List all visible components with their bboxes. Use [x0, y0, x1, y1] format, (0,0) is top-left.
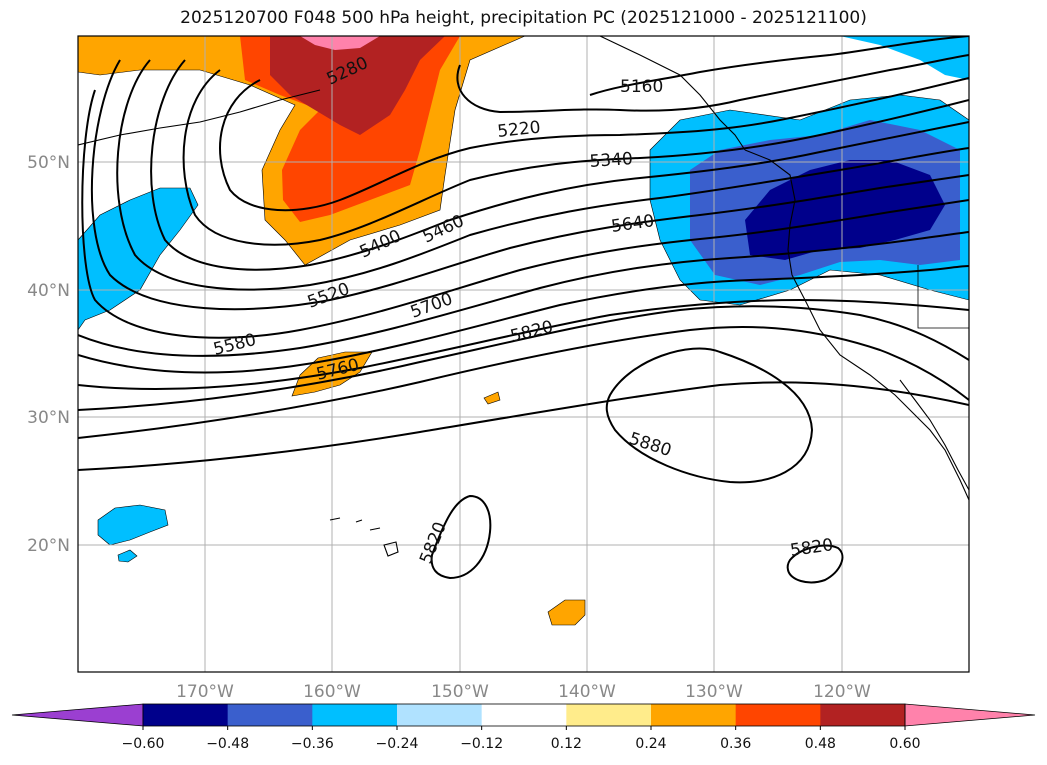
- colorbar-extend-low: [11, 703, 144, 727]
- precip-positive-tiny-orange: [547, 599, 586, 626]
- precip-negative-sw: [97, 504, 169, 546]
- lon-label: 170°W: [176, 682, 234, 702]
- lon-label: 160°W: [303, 682, 361, 702]
- contour-5160: [589, 36, 969, 96]
- page-title: 2025120700 F048 500 hPa height, precipit…: [180, 8, 867, 28]
- precip-negative-light-ne: [840, 36, 969, 80]
- state-border: [917, 265, 969, 329]
- lat-label: 30°N: [27, 408, 70, 428]
- contour-5280: [219, 77, 969, 212]
- contour-5640: [78, 231, 969, 357]
- colorbar-swatch: [312, 704, 398, 726]
- contour-5520: [90, 59, 969, 311]
- map-panel: 5160 5220 5340 5280 5400 5460 5520 5580 …: [78, 36, 969, 672]
- coast-bc: [744, 149, 796, 276]
- colorbar-tick-label: 0.48: [805, 736, 836, 752]
- contour-label: 5340: [589, 149, 634, 172]
- colorbar: −0.60 −0.48 −0.36 −0.24 −0.12 0.12 0.24 0.36 0.4…: [11, 703, 1036, 752]
- coast-hawaii: [329, 517, 399, 557]
- contour-5880: [605, 347, 814, 484]
- contour-5700: [78, 265, 969, 374]
- precip-positive-dark: [270, 36, 445, 135]
- colorbar-swatch: [143, 704, 229, 726]
- colorbar-tick-label: 0.12: [551, 736, 582, 752]
- colorbar-tick-label: −0.12: [460, 736, 503, 752]
- contour-south-edge: [78, 381, 969, 471]
- lon-label: 130°W: [685, 682, 743, 702]
- contour-5580: [81, 89, 969, 339]
- contour-5400: [150, 59, 969, 271]
- colorbar-swatch: [227, 704, 313, 726]
- contour-5820-loop-w: [430, 494, 492, 580]
- contour-5820-main: [78, 305, 969, 411]
- colorbar-swatch: [397, 704, 483, 726]
- precip-negative-sw-dot: [117, 549, 138, 563]
- lon-label: 140°W: [558, 682, 616, 702]
- contour-5820-loop-e: [786, 544, 844, 584]
- colorbar-swatch: [481, 704, 567, 726]
- colorbar-swatch: [566, 704, 652, 726]
- height-contours: [78, 36, 969, 584]
- precip-positive-pink: [300, 36, 380, 50]
- lat-label: 40°N: [27, 281, 70, 301]
- colorbar-swatch: [735, 704, 821, 726]
- coast-california: [791, 274, 969, 501]
- coast-baja: [899, 379, 969, 491]
- colorbar-tick-label: 0.36: [720, 736, 751, 752]
- contour-label: 5220: [496, 118, 541, 142]
- colorbar-tick-label: 0.60: [889, 736, 920, 752]
- colorbar-tick-label: −0.48: [206, 736, 249, 752]
- contour-5220: [456, 54, 969, 114]
- colorbar-extend-high: [904, 703, 1036, 727]
- colorbar-frame: [142, 703, 906, 727]
- lon-label: 150°W: [431, 682, 489, 702]
- colorbar-swatch: [820, 704, 906, 726]
- colorbar-swatch: [651, 704, 737, 726]
- colorbar-tick-label: −0.24: [376, 736, 419, 752]
- lat-labels: 50°N 40°N 30°N 20°N: [27, 153, 70, 556]
- lon-label: 120°W: [813, 682, 871, 702]
- lon-labels: 170°W 160°W 150°W 140°W 130°W 120°W: [176, 682, 871, 702]
- contour-5820-south: [78, 325, 969, 439]
- map-frame: [77, 35, 970, 673]
- contour-label: 5160: [620, 77, 663, 97]
- contour-5760: [78, 298, 969, 390]
- contour-5340: [182, 69, 969, 246]
- precip-positive-dot: [483, 391, 501, 405]
- colorbar-tick-label: −0.36: [291, 736, 334, 752]
- contour-5460: [116, 59, 969, 291]
- coast-alaska-panhandle: [599, 36, 746, 151]
- lat-label: 50°N: [27, 153, 70, 173]
- colorbar-tick-label: 0.24: [635, 736, 666, 752]
- lat-label: 20°N: [27, 536, 70, 556]
- colorbar-tick-label: −0.60: [122, 736, 165, 752]
